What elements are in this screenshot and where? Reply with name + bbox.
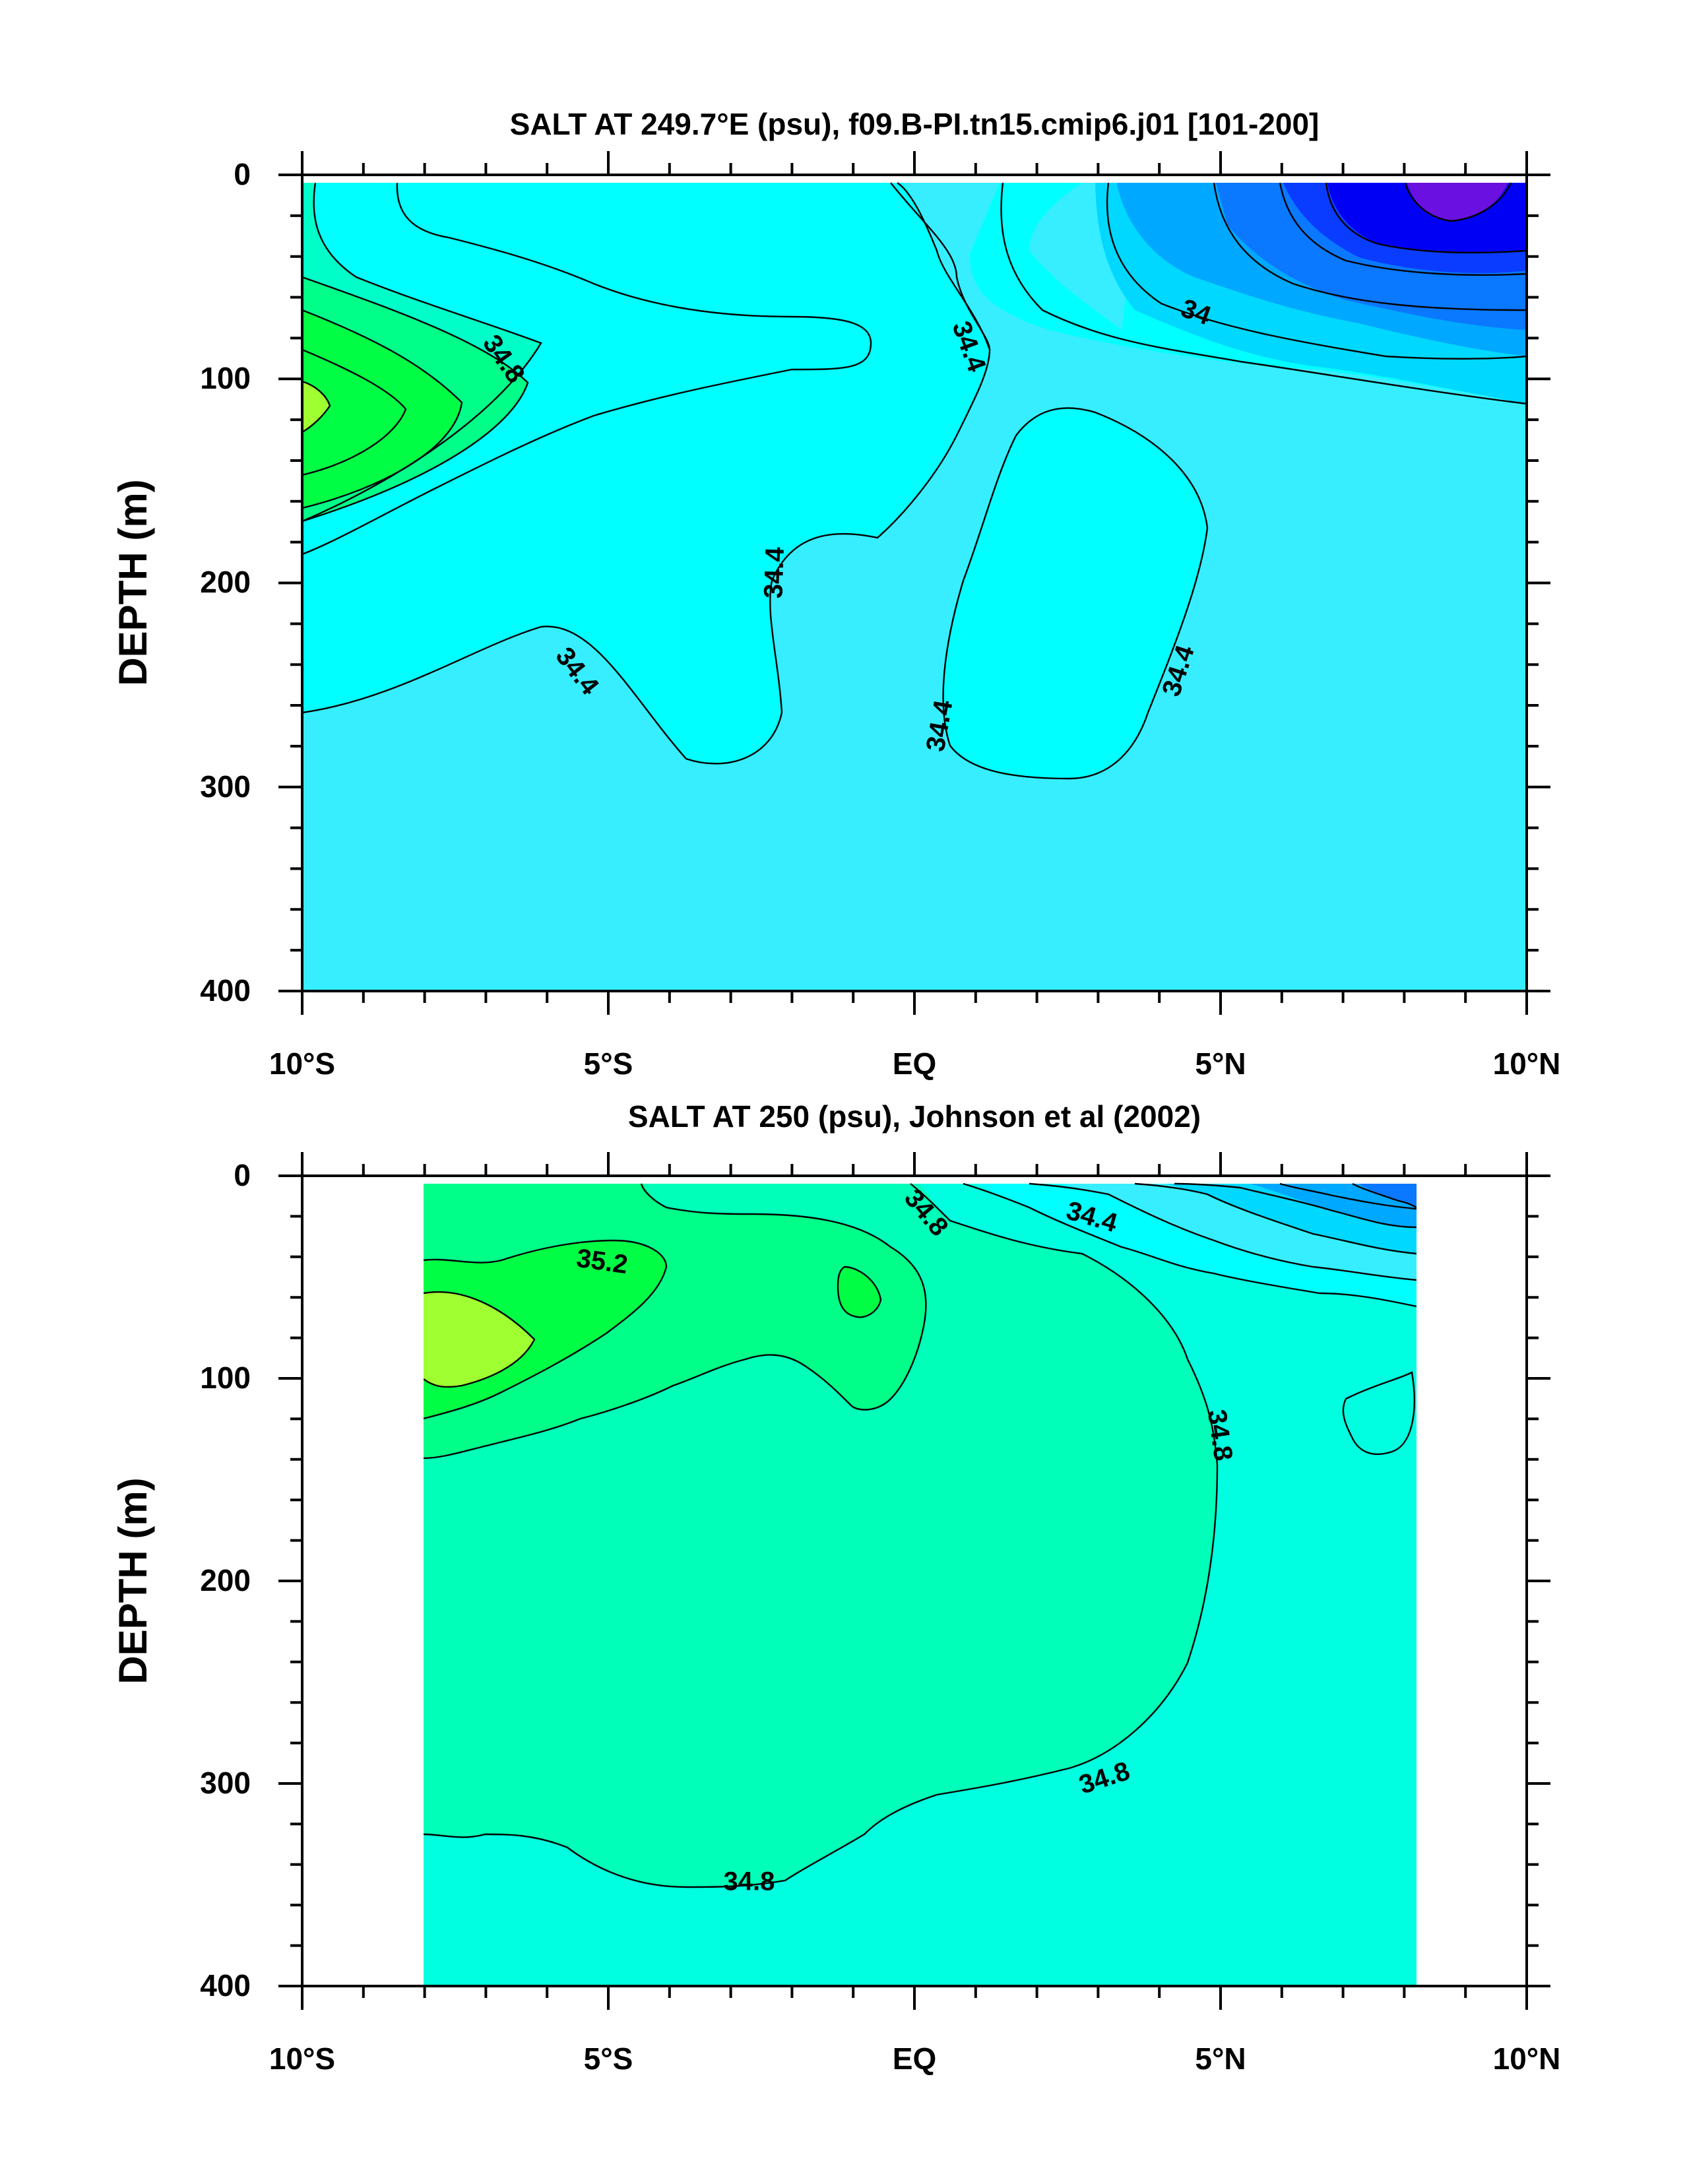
top-x-tick-label: 10°S xyxy=(269,1046,335,1081)
bottom-line-34-0 xyxy=(1174,1182,1417,1229)
top-line-35-0 xyxy=(302,309,463,509)
bottom-line-35-0-blob xyxy=(837,1266,882,1318)
bottom-contour-label-text: 35.2 xyxy=(575,1244,629,1279)
top-line-34-4-shelf xyxy=(302,182,872,556)
bottom-y-axis-label: DEPTH (m) xyxy=(111,1477,155,1684)
top-line-33-4 xyxy=(1325,182,1527,254)
top-x-tick-label: 10°N xyxy=(1493,1046,1561,1081)
top-line-34-2-north xyxy=(1000,182,1527,405)
top-contour-lines xyxy=(302,181,1527,780)
top-y-tick-labels: 0 100 200 300 400 xyxy=(200,157,251,1008)
bottom-y-tick-labels: 0 100 200 300 400 xyxy=(200,1158,251,2003)
top-region-35-2 xyxy=(302,350,406,475)
bottom-filled-contours xyxy=(424,1176,1417,1986)
top-y-axis-label: DEPTH (m) xyxy=(111,479,155,686)
top-line-33-0 xyxy=(1404,182,1512,222)
bottom-x-tick-labels: 10°S 5°S EQ 5°N 10°N xyxy=(269,2041,1561,2076)
bottom-x-tick-label: EQ xyxy=(893,2041,936,2076)
bottom-region-35-0 xyxy=(424,1176,926,1458)
bottom-contour-label: 35.2 xyxy=(575,1244,629,1279)
bottom-contour-label: 34.8 xyxy=(1202,1407,1238,1462)
bottom-contour-label: 34.8 xyxy=(724,1867,775,1896)
bottom-line-33-8 xyxy=(1279,1182,1417,1210)
bottom-x-tick-label: 5°S xyxy=(584,2041,633,2076)
bottom-surface-strip xyxy=(424,1176,1417,1184)
top-region-34-4-lobe xyxy=(943,408,1207,779)
top-y-tick-label: 400 xyxy=(200,973,251,1008)
bottom-ticks xyxy=(278,1152,1550,2010)
bottom-y-tick-label: 0 xyxy=(234,1158,251,1192)
top-x-tick-label: 5°N xyxy=(1195,1046,1246,1081)
bottom-contour-lines xyxy=(424,1182,1417,1888)
bottom-line-34-2 xyxy=(1134,1182,1417,1255)
bottom-contour-label-text: 34.8 xyxy=(1202,1407,1238,1462)
bottom-y-tick-label: 100 xyxy=(200,1361,251,1395)
top-contour-label-text: 34.4 xyxy=(759,546,790,599)
bottom-line-35-0 xyxy=(424,1183,927,1460)
top-chart-title: SALT AT 249.7°E (psu), f09.B-PI.tn15.cmi… xyxy=(510,107,1320,141)
top-line-35-2 xyxy=(302,348,407,476)
top-y-tick-label: 200 xyxy=(200,565,251,599)
top-region-33-0 xyxy=(1405,175,1511,221)
bottom-contour-label-text: 34.8 xyxy=(724,1867,775,1896)
bottom-line-35-4 xyxy=(424,1291,536,1388)
top-line-34-8 xyxy=(302,276,529,523)
top-line-34-4-eq xyxy=(890,182,991,350)
bottom-region-35-4 xyxy=(424,1292,534,1387)
top-ticks xyxy=(278,151,1550,1015)
top-filled-contours xyxy=(302,175,1527,991)
bottom-line-35-2 xyxy=(424,1239,668,1420)
top-line-33-8 xyxy=(1213,182,1527,311)
top-line-35-4 xyxy=(302,380,331,434)
bottom-line-34-8-east xyxy=(424,1183,1219,1888)
top-x-tick-labels: 10°S 5°S EQ 5°N 10°N xyxy=(269,1046,1561,1081)
top-region-35-4 xyxy=(302,381,330,432)
top-panel: SALT AT 249.7°E (psu), f09.B-PI.tn15.cmi… xyxy=(111,107,1560,1081)
bottom-x-tick-label: 10°N xyxy=(1493,2041,1561,2076)
bottom-panel: SALT AT 250 (psu), Johnson et al (2002) xyxy=(111,1099,1560,2076)
top-surface-strip xyxy=(302,175,1527,183)
bottom-region-33-8 xyxy=(1174,1176,1417,1227)
top-y-tick-label: 100 xyxy=(200,361,251,395)
bottom-y-tick-label: 300 xyxy=(200,1766,251,1800)
bottom-x-tick-label: 5°N xyxy=(1195,2041,1246,2076)
bottom-chart-title: SALT AT 250 (psu), Johnson et al (2002) xyxy=(628,1099,1201,1134)
top-x-tick-label: 5°S xyxy=(584,1046,633,1081)
bottom-y-tick-label: 200 xyxy=(200,1563,251,1597)
bottom-line-34-6-east xyxy=(1342,1371,1415,1456)
top-y-tick-label: 300 xyxy=(200,769,251,804)
bottom-region-34-6-east xyxy=(1343,1372,1415,1454)
top-y-tick-label: 0 xyxy=(234,157,251,191)
top-contour-label: 34.4 xyxy=(759,546,790,599)
top-line-34-4-lobe xyxy=(942,407,1209,780)
top-line-33-6 xyxy=(1279,182,1527,276)
bottom-line-34-4 xyxy=(1029,1182,1417,1281)
bottom-line-34-6 xyxy=(963,1182,1417,1308)
bottom-x-tick-label: 10°S xyxy=(269,2041,335,2076)
bottom-line-33-6 xyxy=(1352,1182,1417,1209)
top-line-34-0 xyxy=(1106,182,1527,360)
bottom-y-tick-label: 400 xyxy=(200,1968,251,2003)
top-x-tick-label: EQ xyxy=(893,1046,936,1081)
